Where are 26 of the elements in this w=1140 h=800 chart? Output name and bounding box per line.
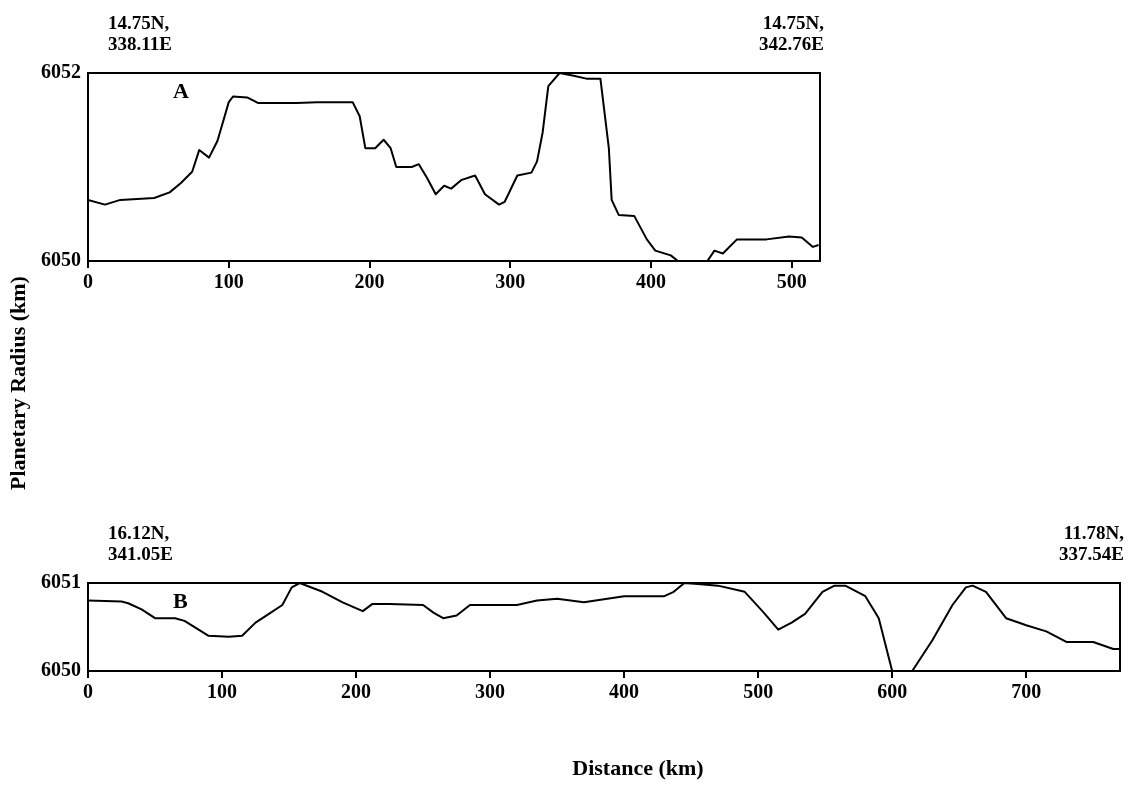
x-tick-label: 400 [609, 680, 640, 703]
x-tick-label: 500 [743, 680, 774, 703]
x-tick-label: 0 [83, 270, 93, 293]
text: 16.12N, 341.05E [108, 522, 174, 564]
y-tick-label: 6050 [41, 658, 81, 681]
annotation: A [173, 78, 189, 103]
x-tick-label: 0 [83, 680, 93, 703]
annotation: B [173, 588, 188, 613]
x-tick-label: 200 [341, 680, 372, 703]
x-tick-label: 100 [207, 680, 238, 703]
x-tick-label: 300 [495, 270, 526, 293]
x-tick-label: 500 [776, 270, 807, 293]
text: 11.78N, 337.54E [1058, 522, 1124, 564]
x-tick-label: 100 [213, 270, 244, 293]
y-tick-label: 6050 [41, 248, 81, 271]
y-tick-label: 6051 [41, 570, 81, 593]
x-axis-title: Distance (km) [572, 755, 704, 781]
x-tick-label: 600 [877, 680, 908, 703]
x-tick-label: 300 [475, 680, 506, 703]
y-tick-label: 6052 [41, 60, 81, 83]
text: 14.75N, 342.76E [758, 12, 824, 54]
x-tick-label: 700 [1011, 680, 1042, 703]
y-axis-title: Planetary Radius (km) [5, 276, 31, 490]
x-tick-label: 400 [636, 270, 667, 293]
x-tick-label: 200 [354, 270, 385, 293]
text: 14.75N, 338.11E [108, 12, 173, 54]
